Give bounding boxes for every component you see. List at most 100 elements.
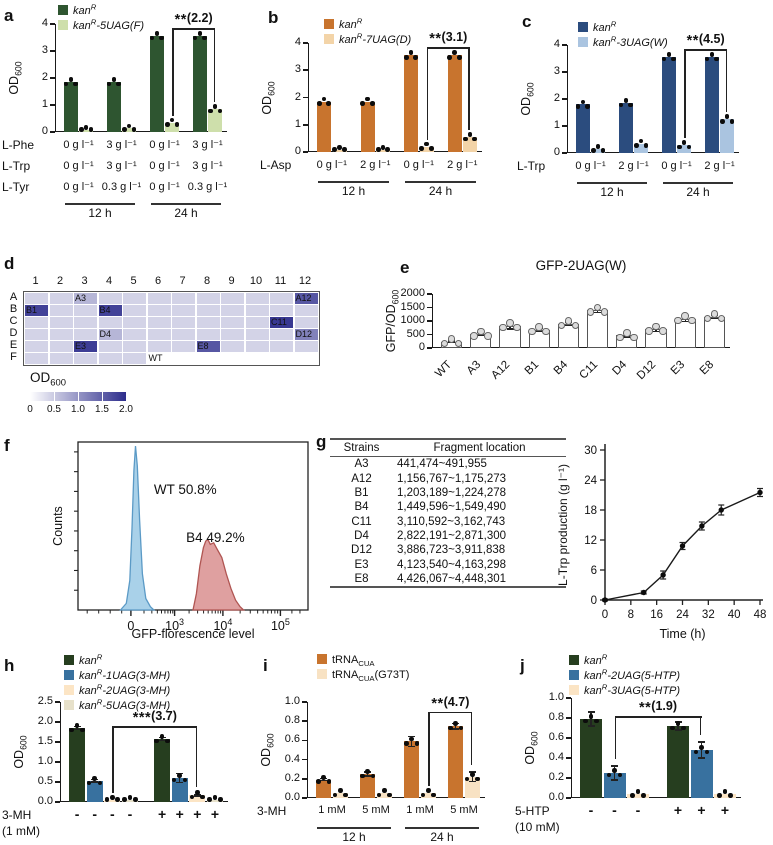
plate-cell xyxy=(74,317,97,328)
colorbar-tick-label: 1.5 xyxy=(95,404,109,415)
data-point xyxy=(413,54,419,60)
y-axis-label: OD600 xyxy=(518,82,536,116)
data-point xyxy=(641,793,646,798)
error-bar-cap xyxy=(611,765,618,767)
plate-row-label: E xyxy=(9,339,18,351)
sig-bracket-v xyxy=(426,47,429,140)
plate-cell xyxy=(245,317,269,328)
data-point xyxy=(428,146,434,151)
bar-chart-j: 0.0 0.2 0.4 0.6 0.8 1.0 OD600 5-HTP (10 mM) - - - + +… xyxy=(513,650,773,845)
sig-stars: ** xyxy=(174,12,187,29)
legend-swatch xyxy=(64,699,74,710)
legend-item: kanR xyxy=(578,19,616,34)
data-point xyxy=(634,143,639,148)
bar-chart-c: 0 1 2 3 4 OD600 L-Trp 0 g l⁻¹ 2 g l⁻¹ 0 g l⁻¹ 2 g … xyxy=(515,0,773,246)
strain-cell: B1 xyxy=(354,486,369,499)
y-axis-label: OD600 xyxy=(258,733,276,767)
data-point xyxy=(704,749,710,755)
data-point xyxy=(645,327,653,335)
strains-table: Strains Fragment location A3 441,474~491,95… xyxy=(330,438,566,589)
bar xyxy=(193,36,207,132)
y-axis-tick xyxy=(50,23,55,25)
x-condition-value: + xyxy=(193,806,202,822)
y-axis-label: OD600 xyxy=(6,61,24,95)
line-chart-svg: 0 6 12 18 24 30 0 8 16 24 32 40 48 L-Trp production (… xyxy=(556,444,766,641)
strain-cell: E8 xyxy=(330,572,393,589)
error-bar-cap xyxy=(408,745,416,747)
plate-cell xyxy=(294,341,318,352)
data-point xyxy=(133,797,138,802)
sig-stars: ** xyxy=(639,700,652,716)
y-tick-label: 12 xyxy=(584,535,597,547)
bar xyxy=(317,101,331,152)
legend-swatch xyxy=(578,21,588,32)
panel-d: d 1 2 3 4 5 6 7 8 9 10 11 12 A B C D E F A3 A12 B1 B4 C11 D4 D12… xyxy=(0,248,390,432)
data-point xyxy=(127,795,133,800)
data-point xyxy=(652,322,660,331)
strain-cell: A12 xyxy=(351,472,372,485)
plate-column-label: 2 xyxy=(56,275,64,287)
y-tick-label: 18 xyxy=(584,505,597,517)
table-row: D4 2,822,191~2,871,300 xyxy=(330,529,566,543)
plate-cell xyxy=(25,341,48,352)
data-point xyxy=(699,523,705,529)
data-point xyxy=(617,772,623,778)
error-bar-cap xyxy=(698,757,705,759)
data-point xyxy=(660,572,666,578)
panel-e: e 0 500 1000 1500 2000 GFP/OD600 GFP-2UAG(W) WT… xyxy=(384,248,773,432)
data-point xyxy=(360,773,365,779)
plot-area xyxy=(432,294,730,348)
x-condition-value: 0.3 g l⁻¹ xyxy=(101,181,142,193)
legend-swatch xyxy=(569,669,579,680)
significance-label: **(1.9) xyxy=(639,699,677,716)
panel-letter-d: d xyxy=(4,254,15,273)
data-point xyxy=(677,144,682,150)
colorbar-tick-label: 0 xyxy=(27,404,33,415)
data-point xyxy=(757,489,763,496)
strain-cell: B4 xyxy=(354,501,369,514)
plate-cell xyxy=(221,305,244,316)
plate-cell xyxy=(98,293,122,304)
data-point xyxy=(409,736,414,742)
significance-label: ***(3.7) xyxy=(132,709,177,726)
legend-swatch xyxy=(58,19,68,30)
data-point xyxy=(595,144,601,149)
colorbar-tick-label: 1.0 xyxy=(71,404,85,415)
plate-cell xyxy=(221,293,244,304)
plate-cell xyxy=(49,293,73,304)
data-point xyxy=(88,127,94,132)
data-point xyxy=(448,725,453,731)
ltrp-production-line-chart: 0 6 12 18 24 30 0 8 16 24 32 40 48 L-Trp production (… xyxy=(310,432,773,650)
plate-cell xyxy=(172,305,195,316)
x-condition-value: 5 mM xyxy=(362,804,390,816)
panel-letter-c: c xyxy=(522,12,532,31)
y-axis-tick xyxy=(50,104,55,106)
plate-cell xyxy=(25,293,48,304)
plate-cell xyxy=(98,317,122,328)
error-bar xyxy=(322,778,325,781)
sig-bracket-v xyxy=(614,716,617,759)
data-point xyxy=(419,146,425,151)
data-point xyxy=(670,725,675,731)
bar xyxy=(316,779,332,798)
y-tick-label: 0 xyxy=(418,341,425,353)
error-bar xyxy=(93,779,96,782)
error-bar xyxy=(366,772,369,776)
x-condition-value: 1 mM xyxy=(406,804,434,816)
plate-grid: A3 A12 B1 B4 C11 D4 D12 E3 E8 WT xyxy=(23,291,320,366)
plate-cell xyxy=(147,317,171,328)
data-point xyxy=(585,104,590,109)
plate-cell xyxy=(245,329,269,340)
x-tick-label: 16 xyxy=(650,609,663,621)
plate-cell xyxy=(147,329,171,340)
bar-chart-b: 0 1 2 3 4 OD600 L-Asp 0 g l⁻¹ 2 g l⁻¹ 0 g l⁻¹ 2 g … xyxy=(258,0,515,246)
y-tick-label: 24 xyxy=(584,475,597,487)
data-point xyxy=(699,745,704,750)
x-condition-value: 0 g l⁻¹ xyxy=(403,159,434,171)
data-point xyxy=(618,102,624,108)
data-point xyxy=(477,327,485,336)
sig-bracket-v xyxy=(684,49,686,138)
location-cell: 2,822,191~2,871,300 xyxy=(397,530,507,543)
y-axis-tick xyxy=(562,125,567,127)
plate-cell xyxy=(123,317,146,328)
